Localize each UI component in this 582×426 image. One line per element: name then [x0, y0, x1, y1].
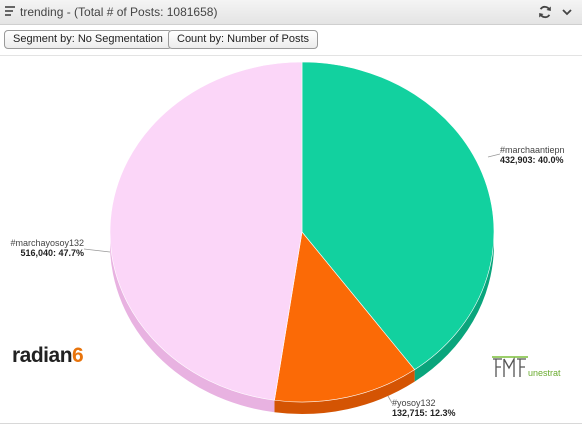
funestrat-logo: unestrat [492, 356, 561, 378]
hamburger-icon[interactable] [5, 6, 15, 18]
chevron-down-icon[interactable] [561, 6, 573, 18]
slice-value-marchayosoy132: 516,040: 47.7% [20, 248, 84, 258]
pie-slice-yosoy132[interactable] [274, 231, 416, 403]
leader-line-marchayosoy132 [83, 248, 111, 253]
count-by-button[interactable]: Count by: Number of Posts [168, 30, 319, 49]
pie-side-marchayosoy132 [110, 232, 275, 413]
widget-title-bar: trending - (Total # of Posts: 1081658) [0, 0, 582, 25]
slice-label-marchaantiepn: #marchaantiepn [500, 145, 565, 155]
slice-label-marchayosoy132: #marchayosoy132 [10, 238, 84, 248]
leader-line-yosoy132 [387, 395, 393, 404]
segment-by-button[interactable]: Segment by: No Segmentation [4, 30, 172, 49]
pie-side-yosoy132 [274, 369, 415, 415]
pie-side-marchaantiepn [414, 232, 494, 382]
pie-slice-marchaantiepn[interactable] [301, 61, 495, 371]
bottom-border [0, 423, 582, 424]
refresh-icon[interactable] [538, 5, 552, 19]
widget-toolbar: Segment by: No Segmentation Count by: Nu… [0, 25, 582, 56]
widget-title: trending - (Total # of Posts: 1081658) [20, 5, 218, 19]
slice-label-yosoy132: #yosoy132 [392, 398, 436, 408]
radian6-logo: radian6 [12, 344, 84, 367]
svg-text:unestrat: unestrat [528, 368, 561, 378]
slice-value-yosoy132: 132,715: 12.3% [392, 408, 456, 418]
pie-slice-marchayosoy132[interactable] [109, 61, 303, 401]
leader-line-marchaantiepn [487, 153, 501, 158]
slice-value-marchaantiepn: 432,903: 40.0% [500, 155, 564, 165]
